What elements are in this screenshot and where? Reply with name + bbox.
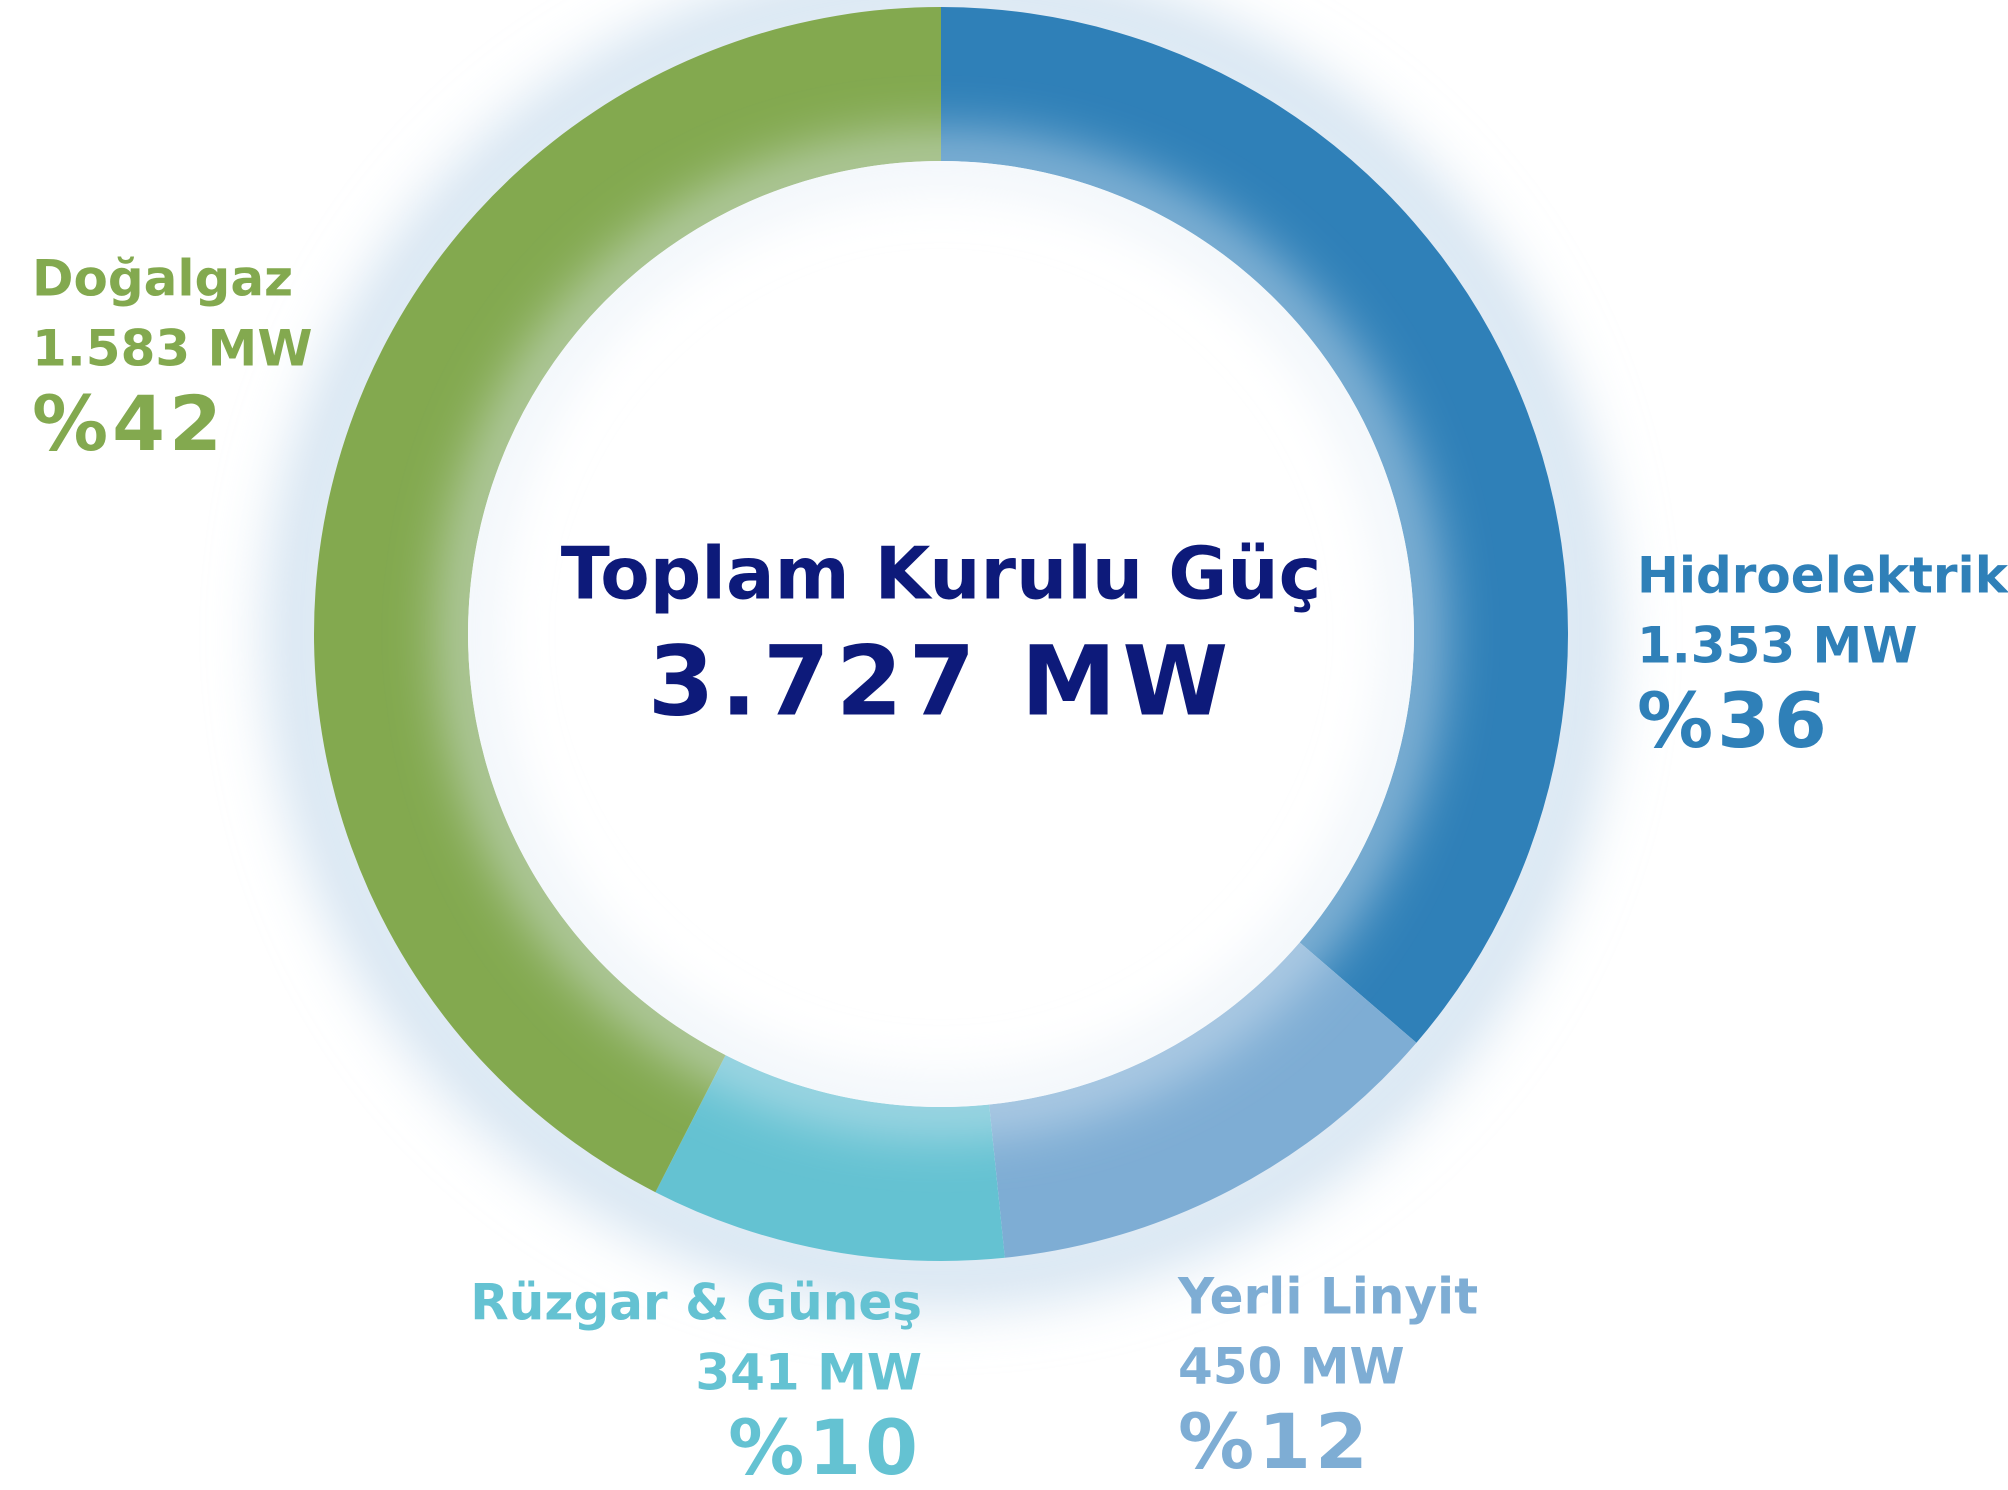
- donut-segment: [941, 7, 1568, 1043]
- segment-share: %42: [32, 379, 226, 468]
- segments: [313, 7, 1568, 1262]
- donut-segment: [989, 942, 1417, 1258]
- segment-value: 1.583 MW: [32, 320, 312, 378]
- inner-glow: [453, 146, 1429, 1122]
- segment-name: Doğalgaz: [32, 250, 293, 308]
- center-title: Toplam Kurulu Güç: [561, 532, 1322, 616]
- segment-share: %12: [1178, 1397, 1372, 1486]
- segment-name: Yerli Linyit: [1177, 1268, 1478, 1326]
- segment-name: Rüzgar & Güneş: [470, 1274, 922, 1332]
- center-total: 3.727 MW: [648, 625, 1235, 737]
- segment-share: %36: [1637, 676, 1831, 765]
- segment-value: 1.353 MW: [1637, 617, 1917, 675]
- segment-share: %10: [728, 1403, 922, 1490]
- segment-value: 450 MW: [1178, 1338, 1405, 1396]
- inner-hole: [468, 161, 1414, 1107]
- segment-name: Hidroelektrik: [1637, 547, 2008, 605]
- segment-value: 341 MW: [695, 1344, 922, 1402]
- donut-segment: [313, 7, 941, 1193]
- glow: [271, 0, 1611, 1304]
